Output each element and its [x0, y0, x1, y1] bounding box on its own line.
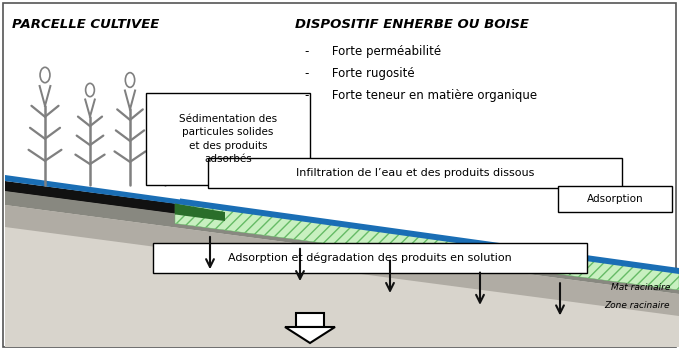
- Text: Infiltration de l’eau et des produits dissous: Infiltration de l’eau et des produits di…: [296, 168, 534, 178]
- Polygon shape: [285, 327, 335, 343]
- Text: -      Forte teneur en matière organique: - Forte teneur en matière organique: [305, 89, 537, 102]
- Polygon shape: [5, 205, 679, 316]
- Ellipse shape: [126, 73, 134, 88]
- Ellipse shape: [40, 67, 50, 83]
- Polygon shape: [5, 183, 679, 280]
- Polygon shape: [5, 175, 180, 204]
- Text: -      Forte perméabilité: - Forte perméabilité: [305, 45, 441, 58]
- FancyBboxPatch shape: [146, 93, 310, 185]
- FancyBboxPatch shape: [558, 186, 672, 212]
- FancyBboxPatch shape: [3, 3, 676, 347]
- Text: Zone racinaire: Zone racinaire: [604, 301, 670, 309]
- Text: Mat racinaire: Mat racinaire: [610, 282, 670, 292]
- Text: Sédimentation des
particules solides
et des produits
adsorbés: Sédimentation des particules solides et …: [179, 114, 277, 164]
- Text: PARCELLE CULTIVEE: PARCELLE CULTIVEE: [12, 18, 160, 31]
- Polygon shape: [5, 181, 175, 214]
- Polygon shape: [5, 183, 679, 347]
- Polygon shape: [5, 191, 679, 294]
- FancyBboxPatch shape: [296, 313, 324, 327]
- Polygon shape: [175, 203, 225, 221]
- Ellipse shape: [86, 83, 94, 97]
- Ellipse shape: [161, 94, 169, 106]
- FancyBboxPatch shape: [153, 243, 587, 273]
- Text: Adsorption: Adsorption: [587, 194, 643, 204]
- FancyBboxPatch shape: [208, 158, 622, 188]
- Text: Adsorption et dégradation des produits en solution: Adsorption et dégradation des produits e…: [228, 253, 512, 263]
- Text: DISPOSITIF ENHERBE OU BOISE: DISPOSITIF ENHERBE OU BOISE: [295, 18, 529, 31]
- Text: -      Forte rugosité: - Forte rugosité: [305, 67, 415, 80]
- Polygon shape: [180, 198, 679, 274]
- Polygon shape: [175, 203, 679, 290]
